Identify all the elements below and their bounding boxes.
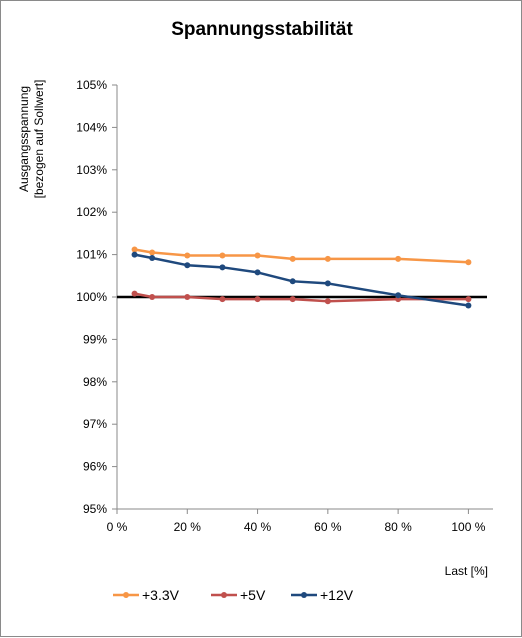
data-point xyxy=(219,264,226,271)
data-point xyxy=(131,246,138,253)
data-point xyxy=(149,249,156,256)
data-point xyxy=(219,252,226,259)
legend: +3.3V +5V +12V xyxy=(113,587,354,603)
data-point xyxy=(254,296,261,303)
legend-swatch-marker xyxy=(123,592,129,598)
data-point xyxy=(324,280,331,287)
y-axis-label-line-2: [bezogen auf Sollwert] xyxy=(32,80,46,199)
x-tick-label: 20 % xyxy=(174,520,202,534)
legend-label: +12V xyxy=(320,587,354,603)
data-point xyxy=(465,302,472,309)
data-point xyxy=(465,259,472,266)
data-point xyxy=(149,294,156,300)
y-tick-label: 97% xyxy=(83,417,107,431)
data-point xyxy=(254,252,261,259)
y-tick-label: 102% xyxy=(76,205,107,219)
x-tick-label: 80 % xyxy=(384,520,412,534)
data-point xyxy=(131,290,138,297)
data-point xyxy=(395,292,402,299)
data-point xyxy=(324,298,331,305)
x-tick-label: 100 % xyxy=(451,520,485,534)
data-point xyxy=(289,296,296,303)
y-tick-label: 98% xyxy=(83,375,107,389)
data-point xyxy=(184,252,191,259)
data-point xyxy=(465,296,472,303)
data-point xyxy=(149,254,156,261)
data-point xyxy=(289,278,296,285)
legend-swatch-marker xyxy=(301,592,307,598)
data-point xyxy=(131,251,138,258)
x-axis-label: Last [%] xyxy=(445,564,488,578)
plot-area: 95% 96% 97% 98% 99% 100% 101% 102% 103% 104% 105% 0… xyxy=(76,78,493,534)
data-point xyxy=(184,262,191,269)
data-point xyxy=(395,255,402,262)
data-point xyxy=(254,269,261,276)
y-axis-label-line-1: Ausgangsspannung xyxy=(17,86,31,192)
x-tick-label: 60 % xyxy=(314,520,342,534)
data-point xyxy=(219,296,226,303)
data-point xyxy=(324,255,331,262)
legend-swatch-marker xyxy=(221,592,227,598)
legend-label: +3.3V xyxy=(142,587,180,603)
y-tick-label: 101% xyxy=(76,248,107,262)
y-tick-label: 100% xyxy=(76,290,107,304)
y-tick-label: 104% xyxy=(76,120,107,134)
y-tick-label: 103% xyxy=(76,163,107,177)
y-tick-label: 105% xyxy=(76,78,107,92)
legend-label: +5V xyxy=(240,587,266,603)
y-tick-label: 99% xyxy=(83,332,107,346)
x-tick-label: 0 % xyxy=(107,520,128,534)
y-tick-label: 96% xyxy=(83,460,107,474)
data-point xyxy=(184,294,191,300)
data-point xyxy=(289,255,296,262)
chart-title: Spannungsstabilität xyxy=(171,19,353,40)
y-tick-label: 95% xyxy=(83,502,107,516)
x-tick-label: 40 % xyxy=(244,520,272,534)
